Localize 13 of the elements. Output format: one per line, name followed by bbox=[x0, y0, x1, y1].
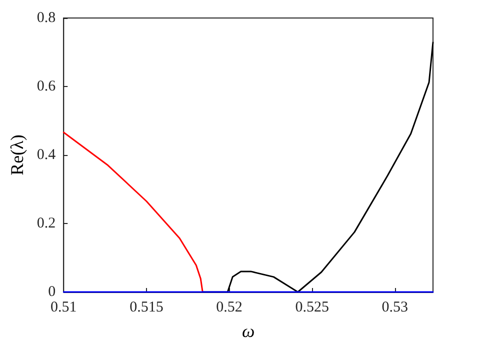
x-tick-label: 0.53 bbox=[382, 300, 408, 316]
x-tick-label: 0.52 bbox=[216, 300, 242, 316]
y-tick-label: 0.8 bbox=[36, 10, 56, 26]
x-tick-label: 0.525 bbox=[295, 300, 329, 316]
y-axis-title: Re(λ) bbox=[7, 134, 27, 176]
x-tick-label: 0.51 bbox=[50, 300, 77, 316]
y-tick-label: 0.2 bbox=[36, 216, 56, 232]
y-tick-label: 0 bbox=[48, 284, 56, 300]
y-tick-label: 0.4 bbox=[36, 147, 56, 163]
x-tick-label: 0.515 bbox=[130, 300, 164, 316]
line-series bbox=[62, 132, 204, 293]
x-axis-title: ω bbox=[242, 321, 255, 341]
y-tick-label: 0.6 bbox=[36, 78, 56, 94]
